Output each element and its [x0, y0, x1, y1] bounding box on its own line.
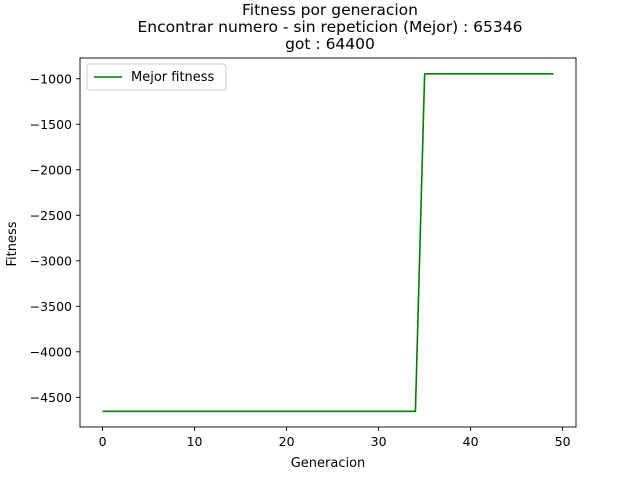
x-tick-label: 50 [555, 434, 571, 449]
y-tick-label: −4000 [30, 344, 72, 359]
y-axis-ticks: −4500 −4000 −3500 −3000 −2500 −2000 −1500 −1000 [30, 71, 80, 405]
legend-label-mejor-fitness: Mejor fitness [131, 70, 215, 85]
chart-title-line-2: Encontrar numero - sin repeticion (Mejor… [137, 18, 522, 36]
x-tick-label: 10 [187, 434, 203, 449]
y-tick-label: −4500 [30, 390, 72, 405]
chart-title-line-3: got : 64400 [285, 35, 375, 53]
y-tick-label: −1000 [30, 71, 72, 86]
plot-area [79, 57, 577, 428]
y-tick-label: −3500 [30, 299, 72, 314]
y-tick-label: −1500 [30, 117, 72, 132]
legend-box [86, 63, 227, 91]
chart-title-line-1: Fitness por generacion [242, 1, 418, 19]
x-tick-label: 40 [463, 434, 479, 449]
x-axis-label: Generacion [291, 456, 366, 471]
legend: Mejor fitness [86, 63, 227, 91]
y-tick-label: −2500 [30, 208, 72, 223]
x-tick-label: 30 [371, 434, 387, 449]
y-axis-label: Fitness [5, 221, 20, 266]
series-line-mejor-fitness [102, 73, 554, 413]
x-tick-label: 20 [279, 434, 295, 449]
x-tick-label: 0 [99, 434, 107, 449]
y-tick-label: −2000 [30, 162, 72, 177]
y-tick-label: −3000 [30, 253, 72, 268]
x-axis-ticks: 0 10 20 30 40 50 [99, 427, 571, 449]
plot-frame [79, 57, 577, 428]
